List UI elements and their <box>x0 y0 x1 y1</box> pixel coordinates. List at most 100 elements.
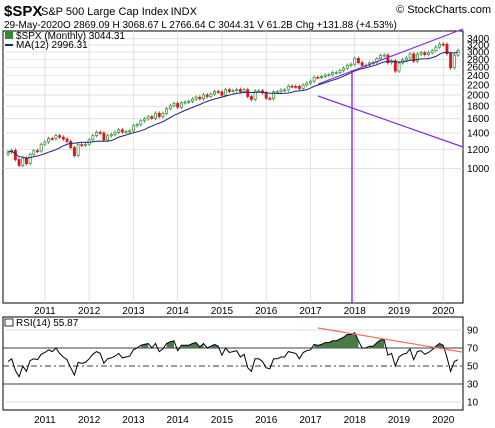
ohlc-line: O 2869.09 H 3068.67 L 2766.64 C 3044.31 … <box>63 20 397 31</box>
candle-body <box>209 93 213 97</box>
candle-body <box>375 58 379 63</box>
price-y-tick-label: 2200 <box>467 80 490 91</box>
candle-body <box>54 135 58 140</box>
candle-body <box>50 138 54 140</box>
candle-body <box>187 101 191 103</box>
rsi-fill-area <box>314 332 359 348</box>
candle-body <box>205 94 209 97</box>
candle-body <box>327 74 331 77</box>
x-tick-label: 2020 <box>432 306 455 317</box>
candle-body <box>249 96 253 100</box>
candle-body <box>286 85 290 91</box>
candle-body <box>253 90 257 100</box>
candle-body <box>246 89 250 97</box>
legend-price-swatch <box>5 31 13 39</box>
rsi-legend-swatch <box>4 318 14 327</box>
candles <box>6 42 460 168</box>
x-tick-label: 2014 <box>167 415 190 426</box>
candle-body <box>456 50 460 56</box>
candle-body <box>165 108 169 114</box>
rsi-fill-area <box>369 339 385 348</box>
x-tick-label: 2012 <box>78 306 101 317</box>
candle-body <box>305 82 309 86</box>
candle-body <box>320 76 323 78</box>
x-tick-label: 2013 <box>122 306 145 317</box>
candle-body <box>213 91 217 95</box>
x-tick-label: 2019 <box>388 415 411 426</box>
candle-body <box>272 91 276 100</box>
candle-body <box>131 125 135 132</box>
date-label: 29-May-2020 <box>4 20 63 31</box>
price-y-axis: 1000 1200 1400 1600180020002200240026002800… <box>467 34 490 175</box>
price-y-tick-label: 1400 <box>467 128 490 139</box>
candle-body <box>202 94 205 100</box>
candle-body <box>61 136 65 140</box>
candle-body <box>334 72 338 74</box>
x-tick-label: 2011 <box>34 415 56 426</box>
candle-body <box>275 91 279 93</box>
x-tick-label: 2016 <box>255 415 278 426</box>
candle-body <box>309 80 312 84</box>
price-y-tick-label: 1600 <box>467 114 490 125</box>
legend-ma: MA(12) 2996.31 <box>16 40 88 51</box>
candle-body <box>28 154 32 164</box>
candle-body <box>80 144 84 147</box>
x-tick-label: 2018 <box>344 306 367 317</box>
candle-body <box>128 130 132 133</box>
x-tick-label: 2016 <box>255 306 278 317</box>
candle-body <box>220 91 224 96</box>
legend-price: $SPX (Monthly) 3044.31 <box>16 31 125 42</box>
candle-body <box>412 53 416 62</box>
x-tick-label: 2013 <box>122 415 145 426</box>
candle-body <box>154 112 157 119</box>
candle-body <box>198 96 202 100</box>
price-y-tick-label: 3000 <box>467 48 490 59</box>
candle-body <box>43 141 47 145</box>
x-tick-label: 2020 <box>432 415 455 426</box>
rsi-y-tick-label: 90 <box>467 326 479 337</box>
rsi-level-lines <box>3 329 463 403</box>
candle-body <box>120 129 124 133</box>
candle-body <box>434 46 438 52</box>
x-tick-label: 2012 <box>78 415 101 426</box>
x-tick-label: 2017 <box>299 415 322 426</box>
candle-body <box>47 138 51 143</box>
candle-body <box>238 89 242 93</box>
candle-body <box>32 150 36 155</box>
candle-body <box>157 112 161 117</box>
x-tick-label: 2015 <box>211 415 234 426</box>
rsi-trend-line <box>317 327 463 353</box>
price-legend: $SPX (Monthly) 3044.31 MA(12) 2996.31 <box>5 31 125 51</box>
candle-body <box>449 53 453 69</box>
candle-body <box>312 76 316 82</box>
candle-body <box>356 58 360 63</box>
candle-body <box>102 132 106 141</box>
candle-body <box>316 76 320 79</box>
candle-body <box>404 57 408 61</box>
candle-body <box>379 55 382 60</box>
candle-body <box>168 105 172 110</box>
candle-body <box>24 157 28 164</box>
candle-body <box>445 43 449 54</box>
candle-body <box>113 132 117 135</box>
candle-body <box>124 131 128 134</box>
candle-body <box>427 52 430 56</box>
candle-body <box>98 131 102 134</box>
rsi-fill-area <box>140 343 149 348</box>
price-y-tick-label: 2400 <box>467 71 490 82</box>
price-y-tick-label: 1000 <box>467 164 490 175</box>
x-axis-bottom: 2011 2012 2013 2014 2015 2016 2017 2018 2019 2020 <box>34 415 455 426</box>
price-panel: 1000 1200 1400 1600180020002200240026002800… <box>2 28 490 304</box>
candle-body <box>150 116 154 119</box>
lower-channel-line <box>317 95 464 148</box>
candle-body <box>172 103 176 107</box>
candle-body <box>231 90 235 92</box>
rsi-fill-area <box>181 342 204 348</box>
candle-body <box>39 143 43 152</box>
price-panel-frame <box>2 30 464 304</box>
candle-body <box>95 131 98 136</box>
x-tick-label: 2018 <box>344 415 367 426</box>
candle-body <box>146 116 150 120</box>
rsi-y-axis: 90 70 50 30 10 <box>467 326 479 409</box>
